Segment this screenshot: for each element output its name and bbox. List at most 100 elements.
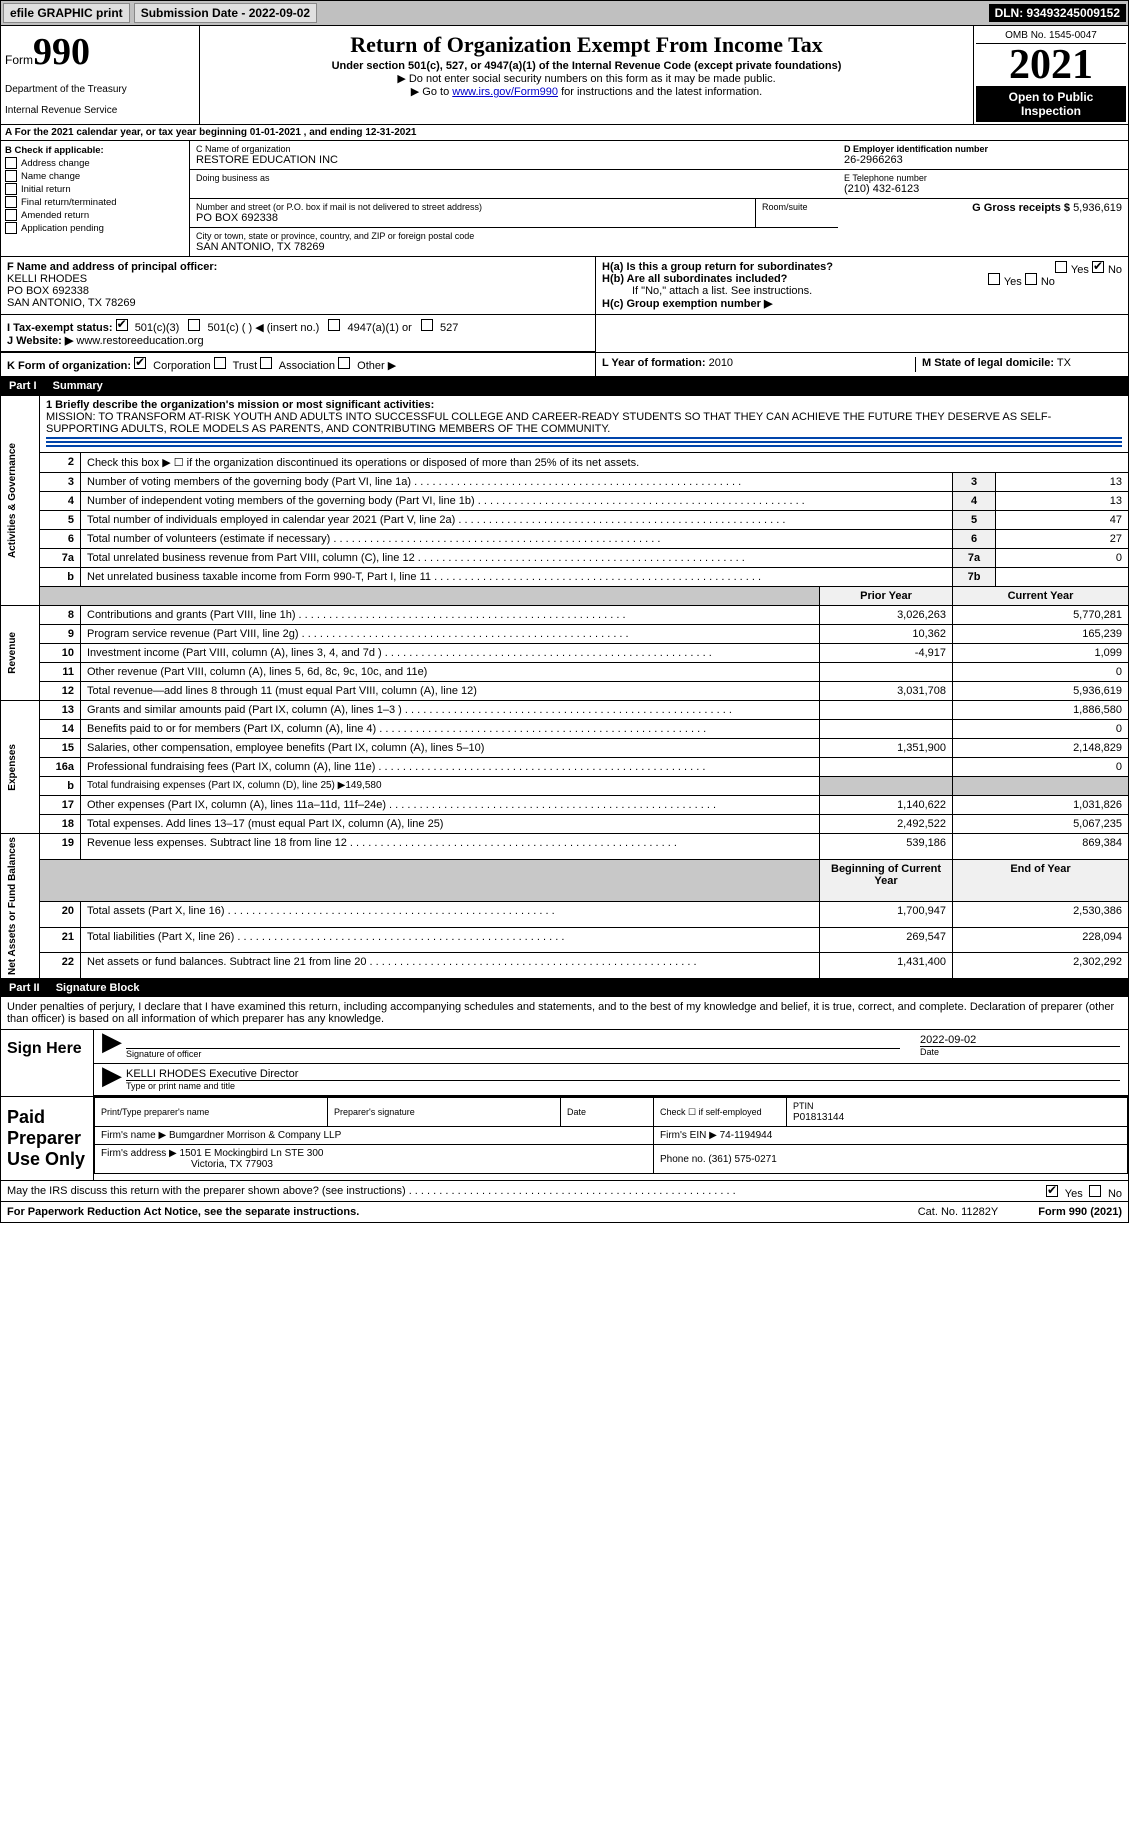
side-expenses: Expenses bbox=[7, 744, 18, 791]
note-goto-post: for instructions and the latest informat… bbox=[558, 86, 762, 98]
year-formation: 2010 bbox=[709, 357, 733, 369]
val-5: 47 bbox=[996, 511, 1129, 530]
line-a: A For the 2021 calendar year, or tax yea… bbox=[0, 125, 1129, 141]
city-label: City or town, state or province, country… bbox=[196, 231, 832, 241]
org-name-label: C Name of organization bbox=[196, 144, 832, 154]
chk-501c[interactable] bbox=[188, 319, 200, 331]
side-net-assets: Net Assets or Fund Balances bbox=[7, 837, 18, 975]
chk-corporation[interactable] bbox=[134, 357, 146, 369]
dept-irs: Internal Revenue Service bbox=[5, 105, 195, 116]
form-label: Form 990 (2021) bbox=[1038, 1206, 1122, 1218]
website-value: www.restoreeducation.org bbox=[76, 335, 203, 347]
val-7b bbox=[996, 568, 1129, 587]
chk-527[interactable] bbox=[421, 319, 433, 331]
section-b-through-g: B Check if applicable: Address change Na… bbox=[0, 141, 1129, 257]
form-title: Return of Organization Exempt From Incom… bbox=[204, 32, 969, 58]
org-name: RESTORE EDUCATION INC bbox=[196, 154, 832, 166]
firm-addr1: 1501 E Mockingbird Ln STE 300 bbox=[180, 1148, 324, 1159]
form-prefix: Form bbox=[5, 53, 33, 67]
open-to-public: Open to Public Inspection bbox=[976, 86, 1126, 122]
type-name-label: Type or print name and title bbox=[126, 1081, 1120, 1091]
col-end-year: End of Year bbox=[953, 859, 1129, 901]
state-domicile: TX bbox=[1057, 357, 1071, 369]
chk-name-change[interactable] bbox=[5, 170, 17, 182]
officer-name-title: KELLI RHODES Executive Director bbox=[126, 1068, 1120, 1081]
ein-label: D Employer identification number bbox=[844, 144, 988, 154]
section-f-h: F Name and address of principal officer:… bbox=[0, 257, 1129, 315]
chk-ha-no[interactable] bbox=[1092, 261, 1104, 273]
sig-date: 2022-09-02 bbox=[920, 1034, 1120, 1047]
room-label: Room/suite bbox=[762, 202, 832, 212]
sign-here-label: Sign Here bbox=[1, 1030, 94, 1096]
chk-trust[interactable] bbox=[214, 357, 226, 369]
form-subtitle: Under section 501(c), 527, or 4947(a)(1)… bbox=[204, 60, 969, 72]
officer-addr2: SAN ANTONIO, TX 78269 bbox=[7, 297, 136, 309]
dba-label: Doing business as bbox=[196, 173, 832, 183]
officer-label: F Name and address of principal officer: bbox=[7, 261, 217, 273]
part2-header: Part II Signature Block bbox=[0, 979, 1129, 997]
part1-header: Part I Summary bbox=[0, 377, 1129, 395]
section-i-j: I Tax-exempt status: 501(c)(3) 501(c) ( … bbox=[0, 315, 1129, 353]
paid-preparer-label: Paid Preparer Use Only bbox=[1, 1097, 94, 1180]
sig-date-label: Date bbox=[920, 1047, 1120, 1057]
cat-no: Cat. No. 11282Y bbox=[918, 1206, 999, 1218]
note-goto-pre: ▶ Go to bbox=[411, 86, 452, 98]
efile-label: efile GRAPHIC print bbox=[3, 3, 130, 23]
signature-arrow-icon: ▶ bbox=[102, 1034, 122, 1059]
signature-arrow-icon: ▶ bbox=[102, 1068, 122, 1091]
penalty-statement: Under penalties of perjury, I declare th… bbox=[1, 997, 1128, 1030]
chk-initial-return[interactable] bbox=[5, 183, 17, 195]
page-footer: For Paperwork Reduction Act Notice, see … bbox=[0, 1202, 1129, 1223]
dln-label: DLN: 93493245009152 bbox=[989, 4, 1126, 22]
chk-amended[interactable] bbox=[5, 209, 17, 221]
hc-label: H(c) Group exemption number ▶ bbox=[602, 298, 772, 310]
phone-label: E Telephone number bbox=[844, 173, 1122, 183]
street-address: PO BOX 692338 bbox=[196, 212, 749, 224]
chk-4947[interactable] bbox=[328, 319, 340, 331]
irs-link[interactable]: www.irs.gov/Form990 bbox=[452, 86, 558, 98]
gross-receipts-label: G Gross receipts $ bbox=[972, 202, 1070, 214]
ptin: P01813144 bbox=[793, 1112, 844, 1123]
chk-discuss-no[interactable] bbox=[1089, 1185, 1101, 1197]
phone-value: (210) 432-6123 bbox=[844, 183, 1122, 195]
chk-association[interactable] bbox=[260, 357, 272, 369]
sig-officer-label: Signature of officer bbox=[126, 1049, 900, 1059]
gross-receipts-value: 5,936,619 bbox=[1073, 202, 1122, 214]
chk-hb-yes[interactable] bbox=[988, 273, 1000, 285]
chk-other[interactable] bbox=[338, 357, 350, 369]
val-6: 27 bbox=[996, 530, 1129, 549]
mission-label: 1 Briefly describe the organization's mi… bbox=[46, 399, 434, 411]
submission-date: Submission Date - 2022-09-02 bbox=[134, 3, 317, 23]
addr-label: Number and street (or P.O. box if mail i… bbox=[196, 202, 749, 212]
col-prior-year: Prior Year bbox=[820, 587, 953, 606]
note-ssn: ▶ Do not enter social security numbers o… bbox=[204, 72, 969, 85]
col-begin-year: Beginning of Current Year bbox=[820, 859, 953, 901]
chk-hb-no[interactable] bbox=[1025, 273, 1037, 285]
chk-final-return[interactable] bbox=[5, 196, 17, 208]
firm-ein: 74-1194944 bbox=[720, 1130, 773, 1141]
box-b-label: B Check if applicable: bbox=[5, 145, 104, 156]
line2: Check this box ▶ ☐ if the organization d… bbox=[81, 453, 1129, 473]
mission-text: MISSION: TO TRANSFORM AT-RISK YOUTH AND … bbox=[46, 411, 1051, 435]
firm-addr2: Victoria, TX 77903 bbox=[101, 1159, 273, 1170]
chk-address-change[interactable] bbox=[5, 157, 17, 169]
chk-app-pending[interactable] bbox=[5, 222, 17, 234]
val-4: 13 bbox=[996, 492, 1129, 511]
state-domicile-label: M State of legal domicile: bbox=[922, 357, 1054, 369]
form-org-label: K Form of organization: bbox=[7, 360, 131, 372]
side-revenue: Revenue bbox=[7, 632, 18, 674]
val-3: 13 bbox=[996, 473, 1129, 492]
ein-value: 26-2966263 bbox=[844, 154, 1122, 166]
website-label: J Website: ▶ bbox=[7, 335, 73, 347]
pra-notice: For Paperwork Reduction Act Notice, see … bbox=[7, 1206, 359, 1218]
form-number: 990 bbox=[33, 31, 90, 73]
chk-501c3[interactable] bbox=[116, 319, 128, 331]
ha-label: H(a) Is this a group return for subordin… bbox=[602, 261, 833, 273]
chk-ha-yes[interactable] bbox=[1055, 261, 1067, 273]
chk-discuss-yes[interactable] bbox=[1046, 1185, 1058, 1197]
side-activities-governance: Activities & Governance bbox=[7, 443, 18, 558]
officer-name: KELLI RHODES bbox=[7, 273, 87, 285]
dept-treasury: Department of the Treasury bbox=[5, 84, 195, 95]
city-state-zip: SAN ANTONIO, TX 78269 bbox=[196, 241, 832, 253]
may-irs-discuss: May the IRS discuss this return with the… bbox=[7, 1185, 406, 1197]
